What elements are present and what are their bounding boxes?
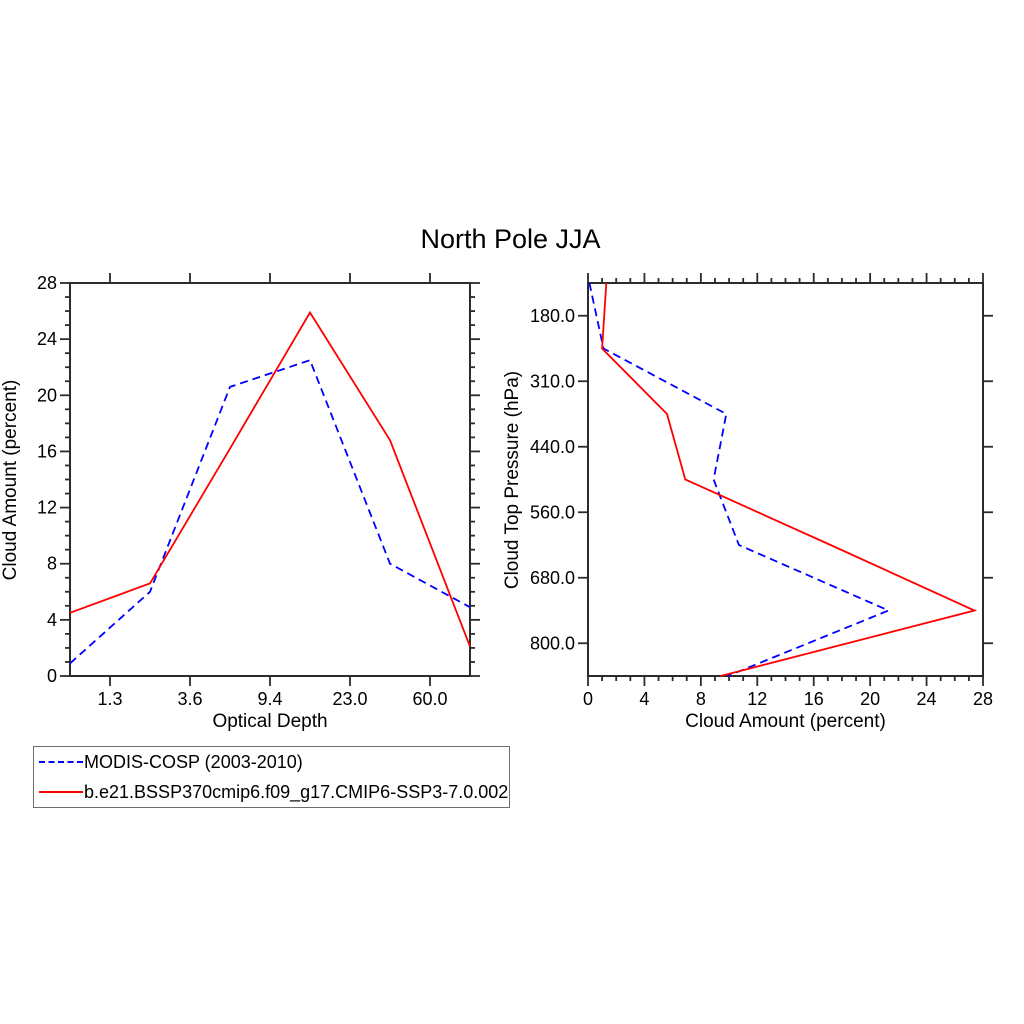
x-tick-label: 28 <box>973 689 993 709</box>
y-tick-label: 680.0 <box>530 568 575 588</box>
y-tick-label: 12 <box>37 498 57 518</box>
model-solid-line-sample <box>39 791 83 793</box>
model-line <box>601 282 978 677</box>
legend-item-model: b.e21.BSSP370cmip6.f09_g17.CMIP6-SSP3-7.… <box>34 777 509 807</box>
x-tick-label: 4 <box>639 689 649 709</box>
x-tick-label: 12 <box>747 689 767 709</box>
x-tick-label: 24 <box>917 689 937 709</box>
y-tick-label: 440.0 <box>530 437 575 457</box>
x-tick-label: 1.3 <box>97 689 122 709</box>
legend-label-modis: MODIS-COSP (2003-2010) <box>84 751 303 772</box>
legend-label-model: b.e21.BSSP370cmip6.f09_g17.CMIP6-SSP3-7.… <box>84 781 509 802</box>
x-tick-label: 8 <box>696 689 706 709</box>
y-tick-label: 8 <box>47 554 57 574</box>
x-tick-label: 3.6 <box>177 689 202 709</box>
model-line <box>69 310 471 647</box>
cloud-top-pressure-panel: 0 4 8 12 16 20 24 28 180.0 310.0 440.0 560.0 680.0 80… <box>530 273 993 709</box>
cloud-amount-axis-title-right-panel: Cloud Amount (percent) <box>685 711 886 732</box>
plot-frame <box>69 282 471 677</box>
y-tick-label: 0 <box>47 666 57 686</box>
legend-box: MODIS-COSP (2003-2010) b.e21.BSSP370cmip… <box>33 746 510 808</box>
optical-depth-axis-title: Optical Depth <box>212 711 328 732</box>
plot-frame <box>587 282 984 677</box>
optical-depth-panel: 0 4 8 12 16 20 24 28 1.3 3.6 9.4 23.0 60.0 <box>37 273 480 709</box>
y-tick-label: 28 <box>37 273 57 293</box>
legend-item-modis: MODIS-COSP (2003-2010) <box>34 747 509 777</box>
modis-dashed-line-sample <box>39 761 83 763</box>
y-tick-label: 24 <box>37 329 57 349</box>
y-tick-label: 310.0 <box>530 371 575 391</box>
x-tick-label: 23.0 <box>332 689 367 709</box>
y-tick-label: 16 <box>37 441 57 461</box>
y-tick-label: 4 <box>47 610 57 630</box>
y-tick-label: 180.0 <box>530 306 575 326</box>
y-tick-label: 20 <box>37 385 57 405</box>
y-tick-label: 560.0 <box>530 502 575 522</box>
cloud-top-pressure-axis-title: Cloud Top Pressure (hPa) <box>502 370 523 590</box>
x-tick-label: 20 <box>860 689 880 709</box>
y-tick-label: 800.0 <box>530 633 575 653</box>
modis-cosp-line <box>69 359 471 665</box>
page-title: North Pole JJA <box>420 224 601 254</box>
x-tick-label: 60.0 <box>412 689 447 709</box>
x-tick-label: 0 <box>583 689 593 709</box>
x-tick-label: 16 <box>804 689 824 709</box>
cloud-amount-axis-title: Cloud Amount (percent) <box>0 379 21 581</box>
modis-cosp-line <box>588 282 891 677</box>
x-tick-label: 9.4 <box>257 689 282 709</box>
